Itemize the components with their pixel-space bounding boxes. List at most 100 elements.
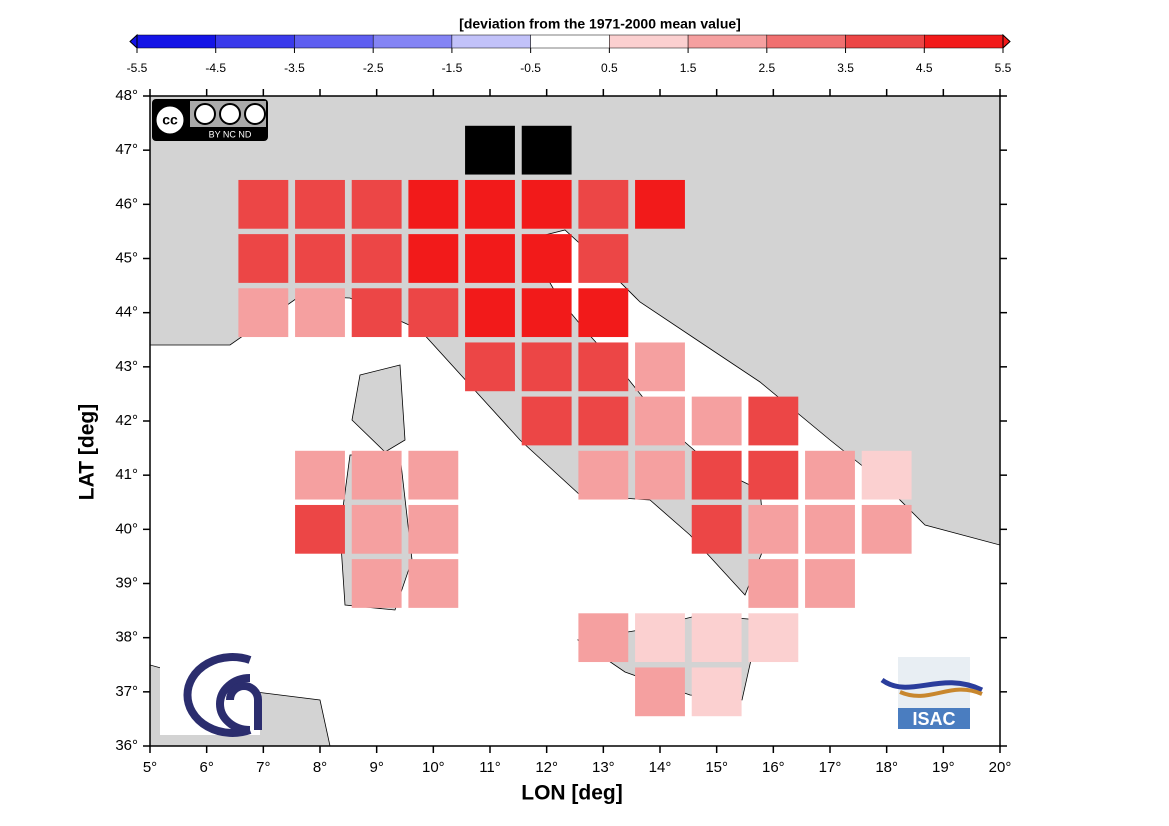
grid-cell: [521, 234, 572, 283]
cc-icon: [194, 103, 216, 125]
cnr-arc: [183, 653, 252, 737]
y-tick-label: 37°: [115, 683, 138, 700]
grid-cell: [238, 288, 289, 338]
colorbar-swatch: [372, 34, 453, 49]
colorbar-swatch: [215, 34, 295, 49]
y-tick-label: 39°: [115, 574, 138, 591]
colorbar-arrow: [129, 33, 138, 50]
grid-cell: [465, 125, 515, 175]
colorbar-tick-label: -5.5: [127, 61, 148, 75]
grid-cell: [351, 288, 402, 338]
x-tick-label: 7°: [256, 759, 270, 776]
cc-text: cc: [162, 112, 178, 128]
grid-cell: [465, 342, 515, 392]
x-tick-label: 5°: [143, 759, 157, 776]
cc-icon: [244, 103, 266, 125]
colorbar-tick-label: -0.5: [520, 61, 541, 75]
colorbar-tick-label: 2.5: [758, 61, 775, 75]
colorbar-tick-label: 3.5: [837, 61, 854, 75]
grid-cell: [578, 234, 629, 283]
y-tick-label: 36°: [115, 737, 138, 754]
grid-cell: [238, 179, 289, 229]
y-tick-label: 38°: [115, 629, 138, 646]
grid-cell: [351, 504, 402, 554]
colorbar-swatch: [136, 34, 216, 49]
isac-text: ISAC: [912, 709, 955, 729]
colorbar-swatch: [294, 34, 374, 49]
grid-cell: [578, 613, 629, 663]
x-axis-label: LON [deg]: [521, 782, 622, 805]
y-tick-label: 43°: [115, 358, 138, 375]
y-tick-label: 45°: [115, 249, 138, 266]
colorbar-arrow: [1002, 33, 1011, 50]
grid-cell: [408, 288, 459, 338]
grid-cell: [691, 504, 742, 554]
grid-cell: [635, 667, 685, 717]
x-tick-label: 20°: [989, 759, 1012, 776]
grid-cell: [861, 504, 912, 554]
grid-cell: [408, 179, 459, 229]
x-tick-label: 8°: [313, 759, 327, 776]
colorbar-tick-label: -3.5: [284, 61, 305, 75]
x-tick-label: 13°: [592, 759, 615, 776]
grid-cell: [521, 125, 572, 175]
colorbar-swatch: [530, 34, 610, 49]
colorbar-tick-label: 5.5: [995, 61, 1012, 75]
isac-logo: ISAC: [880, 657, 984, 729]
y-axis-label: LAT [deg]: [76, 404, 99, 500]
grid-cell: [408, 450, 459, 500]
cnr-logo: [160, 650, 262, 737]
grid-cell: [295, 179, 345, 229]
grid-cell: [861, 450, 912, 500]
y-tick-label: 40°: [115, 520, 138, 537]
grid-cell: [295, 234, 345, 283]
x-tick-label: 19°: [932, 759, 955, 776]
y-tick-label: 42°: [115, 412, 138, 429]
grid-cell: [635, 450, 685, 500]
grid-cell: [238, 234, 289, 283]
x-tick-label: 10°: [422, 759, 445, 776]
y-tick-label: 48°: [115, 87, 138, 104]
grid-cell: [748, 504, 799, 554]
x-tick-label: 15°: [705, 759, 728, 776]
grid-cell: [521, 342, 572, 392]
grid-cell: [691, 450, 742, 500]
grid-cell: [351, 450, 402, 500]
cc-logo: cc BY NC ND: [152, 99, 268, 141]
colorbar-tick-label: 1.5: [680, 61, 697, 75]
colorbar-swatch: [687, 34, 768, 49]
colorbar-swatch: [451, 34, 531, 49]
grid-cell: [635, 613, 685, 663]
grid-cell: [465, 234, 515, 283]
colorbar-tick-label: -4.5: [205, 61, 226, 75]
colorbar-tick-label: -2.5: [363, 61, 384, 75]
grid-cell: [691, 613, 742, 663]
colorbar-tick-label: 4.5: [916, 61, 933, 75]
x-tick-label: 6°: [199, 759, 213, 776]
y-tick-label: 46°: [115, 195, 138, 212]
grid-cell: [351, 179, 402, 229]
x-tick-label: 16°: [762, 759, 785, 776]
grid-cell: [748, 559, 799, 608]
grid-cell: [521, 179, 572, 229]
y-tick-label: 41°: [115, 466, 138, 483]
grid-cell: [408, 234, 459, 283]
grid-cell: [465, 179, 515, 229]
grid-cell: [635, 342, 685, 392]
y-tick-label: 44°: [115, 304, 138, 321]
grid-cell: [295, 450, 345, 500]
x-tick-label: 11°: [479, 759, 501, 776]
x-tick-label: 18°: [875, 759, 898, 776]
cc-circle: [153, 103, 187, 137]
colorbar-swatch: [766, 34, 846, 49]
grid-cell: [578, 396, 629, 446]
cc-terms: BY NC ND: [209, 129, 252, 139]
grid-cell: [805, 504, 855, 554]
grid-cell: [805, 450, 855, 500]
grid-cell: [748, 613, 799, 663]
colorbar-swatch: [609, 34, 689, 49]
isac-wave: [899, 687, 983, 698]
grid-cell: [295, 288, 345, 338]
grid-cell: [578, 342, 629, 392]
